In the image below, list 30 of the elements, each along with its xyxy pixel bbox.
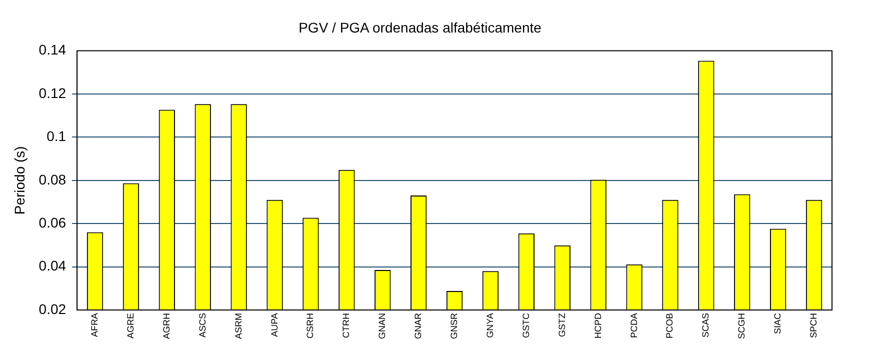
x-tick-label: CTRH bbox=[341, 313, 352, 338]
x-tick-label: SPCH bbox=[808, 313, 819, 338]
y-tick-label: 0.12 bbox=[38, 84, 66, 101]
x-tick-label: AFRA bbox=[90, 313, 100, 338]
x-tick-label: GNAR bbox=[413, 312, 424, 340]
x-tick-label: PCOB bbox=[664, 313, 675, 339]
x-tick-label: GNSR bbox=[449, 312, 460, 340]
x-tick-label: GNAN bbox=[377, 313, 388, 340]
y-axis-title: Periodo (s) bbox=[11, 146, 28, 215]
y-tick-label: 0.1 bbox=[46, 128, 66, 144]
x-tick-label: ASCS bbox=[197, 313, 208, 338]
x-tick-label: AGRE bbox=[125, 313, 136, 339]
y-tick-label: 0.08 bbox=[38, 171, 66, 188]
x-tick-label: SCAS bbox=[700, 313, 711, 338]
y-tick-label: 0.04 bbox=[38, 258, 66, 274]
x-tick-label: CSRH bbox=[305, 313, 316, 339]
x-tick-label: HCPD bbox=[592, 312, 603, 339]
x-tick-label: GSTC bbox=[520, 312, 531, 338]
chart-title: PGV / PGA ordenadas alfabéticamente bbox=[298, 19, 542, 36]
x-tick-label: SCGH bbox=[736, 313, 747, 340]
y-tick-label: 0.14 bbox=[38, 42, 66, 58]
y-tick-label: 0.06 bbox=[38, 214, 66, 230]
x-tick-label: PCDA bbox=[628, 313, 639, 338]
x-tick-label: AGRH bbox=[161, 313, 172, 340]
x-tick-label: ASRM bbox=[233, 313, 244, 340]
x-tick-label: SIAC bbox=[772, 312, 783, 334]
x-tick-label: GNYA bbox=[484, 313, 495, 338]
y-tick-label: 0.02 bbox=[38, 300, 66, 317]
x-tick-label: AUPA bbox=[269, 313, 280, 337]
x-tick-label: GSTZ bbox=[556, 312, 567, 337]
